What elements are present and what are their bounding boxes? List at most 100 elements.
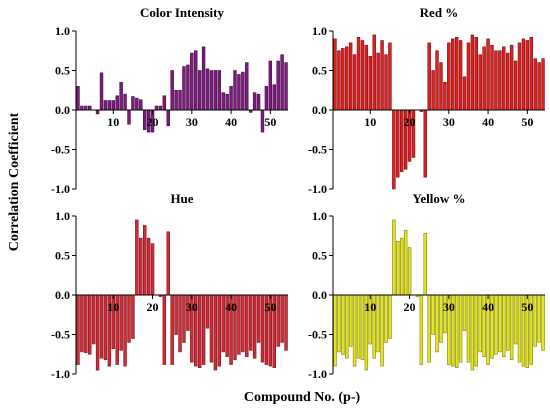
bar <box>474 294 479 367</box>
bar <box>333 294 337 367</box>
bar <box>194 50 198 111</box>
bar <box>466 294 471 363</box>
bar <box>276 294 280 347</box>
bar <box>466 42 471 111</box>
x-tick-label: 20 <box>147 115 159 129</box>
bar <box>178 89 182 111</box>
bar <box>99 294 104 359</box>
bar <box>111 100 116 111</box>
bar <box>462 76 467 111</box>
bar <box>80 294 84 353</box>
bar <box>205 68 210 111</box>
panel-title: Red % <box>420 5 459 20</box>
bar <box>209 294 214 363</box>
bar <box>384 54 388 111</box>
y-tick-label: -0.5 <box>51 328 70 342</box>
bar <box>99 72 104 111</box>
panel-hue: Hue -1.0 -0.5 0.0 0.5 1.0 10 20 30 40 50 <box>51 191 288 381</box>
bar <box>245 62 249 111</box>
bar <box>123 294 127 367</box>
bar <box>76 294 80 365</box>
bar <box>368 55 373 111</box>
bar <box>88 294 92 355</box>
bar <box>146 237 151 296</box>
bar <box>447 42 451 111</box>
y-tick-label: 0.0 <box>55 103 70 117</box>
y-tick-label: 0.5 <box>55 249 70 263</box>
bar <box>245 294 249 357</box>
bar <box>95 294 100 371</box>
bar <box>427 294 431 363</box>
bar <box>509 44 514 111</box>
bar <box>494 50 498 111</box>
bar <box>190 52 194 111</box>
bar <box>435 50 439 111</box>
x-tick-label: 30 <box>186 300 198 314</box>
bar <box>135 219 139 296</box>
bar <box>352 54 357 111</box>
bar <box>225 93 229 111</box>
bar <box>431 70 435 111</box>
bar <box>333 38 337 111</box>
bar <box>392 219 396 296</box>
bar <box>119 294 123 351</box>
bar <box>431 294 435 335</box>
x-tick-label: 30 <box>443 300 455 314</box>
bar <box>162 95 167 111</box>
panel-title: Yellow % <box>412 191 465 206</box>
bar <box>376 294 380 353</box>
bar <box>533 294 537 347</box>
bar <box>502 294 506 357</box>
x-tick-label: 10 <box>364 300 376 314</box>
bar <box>392 109 396 190</box>
bar <box>103 100 108 111</box>
bar <box>84 294 88 353</box>
bar <box>388 294 392 339</box>
bar <box>352 294 357 367</box>
bar <box>241 71 245 111</box>
bar <box>284 62 288 111</box>
bar <box>356 37 361 111</box>
x-tick-label: 40 <box>225 115 237 129</box>
bar <box>127 109 131 125</box>
panel-color-intensity: Color Intensity -1.0 -0.5 0.0 0.5 1.0 10 20 30 40… <box>51 5 288 196</box>
panel-red-percent: Red % -1.0 -0.5 0.0 0.5 1.0 10 20 30 40 50 <box>308 5 545 196</box>
bar <box>486 38 490 111</box>
bar <box>376 52 380 111</box>
chart-panels: Color Intensity -1.0 -0.5 0.0 0.5 1.0 10 20 30 40… <box>51 5 545 381</box>
bar <box>337 294 341 353</box>
y-tick-label: -0.5 <box>308 328 327 342</box>
y-tick-label: 0.5 <box>312 249 327 263</box>
bar <box>541 58 545 111</box>
bar <box>229 86 233 111</box>
bar <box>162 294 167 365</box>
x-tick-label: 20 <box>404 115 416 129</box>
y-tick-label: -1.0 <box>51 367 70 381</box>
bar <box>182 66 186 111</box>
y-tick-label: 0.0 <box>312 288 327 302</box>
bar <box>80 105 84 111</box>
bar <box>139 99 143 111</box>
bar <box>166 109 170 127</box>
bar <box>537 62 541 111</box>
bar <box>470 294 475 371</box>
y-tick-label: 0.0 <box>312 103 327 117</box>
bar <box>474 37 479 111</box>
bar <box>95 109 100 115</box>
bar <box>537 294 541 343</box>
bar <box>470 34 475 111</box>
bar <box>458 40 463 111</box>
x-tick-label: 50 <box>521 300 533 314</box>
bar <box>451 38 455 111</box>
bar <box>252 294 257 359</box>
bar <box>237 74 241 111</box>
bar <box>498 294 502 353</box>
bar <box>513 294 518 345</box>
bar <box>517 42 522 111</box>
bar <box>197 70 202 111</box>
bar <box>454 37 459 111</box>
x-tick-label: 10 <box>107 300 119 314</box>
bar <box>119 82 123 111</box>
bar <box>280 294 284 343</box>
bar <box>502 46 506 111</box>
